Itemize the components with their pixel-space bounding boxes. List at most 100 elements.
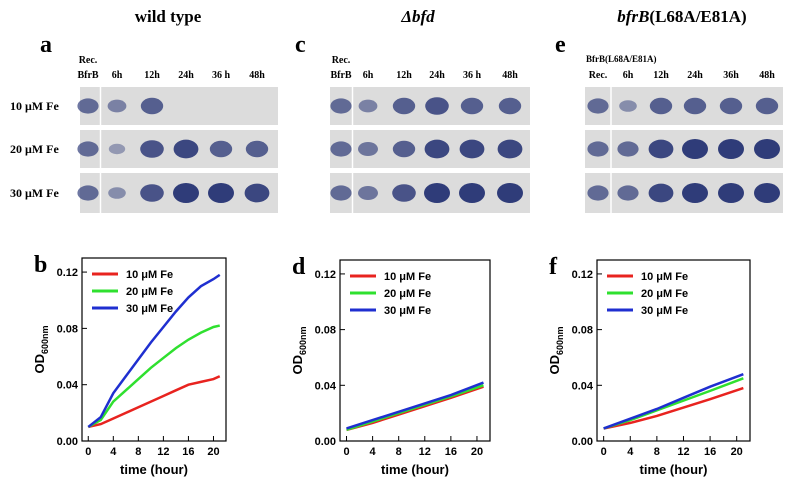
band bbox=[424, 139, 450, 159]
band bbox=[718, 183, 744, 203]
x-tick-label: 0 bbox=[85, 446, 91, 458]
legend-label: 10 μM Fe bbox=[641, 271, 688, 283]
panel-letter: b bbox=[34, 252, 47, 278]
column-label: 6h bbox=[363, 70, 374, 81]
band bbox=[619, 100, 637, 112]
band bbox=[719, 97, 743, 115]
band bbox=[498, 97, 522, 115]
panel-letter: a bbox=[40, 32, 52, 58]
y-tick-label: 0.12 bbox=[572, 269, 593, 281]
x-tick-label: 20 bbox=[731, 446, 743, 458]
band bbox=[392, 184, 416, 202]
y-label-main: OD bbox=[290, 355, 305, 375]
series-line bbox=[603, 386, 744, 430]
band bbox=[173, 183, 199, 203]
band bbox=[649, 97, 673, 115]
plot-frame bbox=[339, 259, 491, 442]
legend-label: 20 μM Fe bbox=[641, 288, 688, 300]
band bbox=[208, 183, 234, 203]
y-label-sub: 600nm bbox=[40, 325, 50, 354]
band bbox=[358, 186, 378, 200]
column-label: Rec. bbox=[589, 70, 608, 81]
series-line bbox=[87, 324, 221, 429]
column-label: BfrB bbox=[330, 70, 351, 81]
legend-label: 30 μM Fe bbox=[641, 305, 688, 317]
band bbox=[108, 187, 126, 199]
column-label: 36 h bbox=[212, 70, 231, 81]
x-tick-label: 4 bbox=[627, 446, 634, 458]
band bbox=[587, 141, 609, 157]
x-tick-label: 16 bbox=[445, 446, 457, 458]
x-tick-label: 0 bbox=[601, 446, 607, 458]
band bbox=[392, 97, 416, 115]
band bbox=[424, 183, 450, 203]
x-tick-label: 4 bbox=[370, 446, 377, 458]
column-label: 48h bbox=[502, 70, 518, 81]
band bbox=[107, 99, 127, 113]
y-tick-label: 0.00 bbox=[315, 436, 336, 448]
plot-frame bbox=[81, 257, 227, 442]
band bbox=[754, 139, 780, 159]
row-label: 10 μM Fe bbox=[10, 99, 59, 113]
header-italic: Δbfd bbox=[400, 7, 435, 26]
column-label: Rec. bbox=[79, 55, 98, 66]
column-label: 12h bbox=[396, 70, 412, 81]
band bbox=[459, 139, 485, 159]
panel-letter: d bbox=[292, 254, 306, 280]
x-tick-label: 20 bbox=[207, 446, 219, 458]
x-tick-label: 12 bbox=[157, 446, 169, 458]
column-label: 6h bbox=[112, 70, 123, 81]
legend-label: 20 μM Fe bbox=[384, 288, 431, 300]
panel-header: bfrB(L68A/E81A) bbox=[617, 7, 746, 26]
panel-letter: e bbox=[555, 32, 566, 58]
series-line bbox=[346, 381, 484, 430]
x-axis-label: time (hour) bbox=[640, 462, 708, 477]
band bbox=[330, 98, 352, 114]
panel-header: Δbfd bbox=[400, 7, 435, 26]
y-label-main: OD bbox=[32, 354, 47, 374]
header-italic: bfrB bbox=[617, 7, 649, 26]
y-tick-label: 0.08 bbox=[572, 325, 593, 337]
y-axis-label: OD600nm bbox=[32, 325, 50, 373]
panel-letter: c bbox=[295, 32, 306, 58]
x-tick-label: 8 bbox=[654, 446, 660, 458]
column-label: 12h bbox=[653, 70, 669, 81]
band bbox=[245, 140, 269, 158]
y-axis-label: OD600nm bbox=[547, 326, 565, 374]
y-tick-label: 0.00 bbox=[57, 436, 78, 448]
band bbox=[140, 184, 164, 202]
band bbox=[425, 97, 449, 115]
band bbox=[358, 142, 378, 156]
band bbox=[459, 183, 485, 203]
band bbox=[587, 185, 609, 201]
y-label-sub: 600nm bbox=[555, 326, 565, 355]
band bbox=[587, 98, 609, 114]
x-tick-label: 16 bbox=[704, 446, 716, 458]
plot-frame bbox=[596, 259, 751, 442]
band bbox=[358, 99, 378, 113]
x-tick-label: 16 bbox=[182, 446, 194, 458]
band bbox=[330, 141, 352, 157]
y-tick-label: 0.04 bbox=[572, 380, 594, 392]
band bbox=[617, 141, 639, 157]
band bbox=[173, 139, 199, 159]
x-tick-label: 12 bbox=[677, 446, 689, 458]
band bbox=[108, 143, 126, 155]
column-label: 48h bbox=[759, 70, 775, 81]
column-label: 48h bbox=[249, 70, 265, 81]
y-axis-label: OD600nm bbox=[290, 326, 308, 374]
column-label: 24h bbox=[429, 70, 445, 81]
band bbox=[718, 139, 744, 159]
column-label: Rec. bbox=[332, 55, 351, 66]
x-tick-label: 8 bbox=[135, 446, 141, 458]
y-tick-label: 0.12 bbox=[57, 267, 78, 279]
band bbox=[754, 183, 780, 203]
band bbox=[683, 97, 707, 115]
series-line bbox=[87, 273, 221, 428]
band bbox=[460, 97, 484, 115]
column-label: 36 h bbox=[463, 70, 482, 81]
legend-label: 30 μM Fe bbox=[384, 305, 431, 317]
band bbox=[648, 139, 674, 159]
band bbox=[682, 183, 708, 203]
